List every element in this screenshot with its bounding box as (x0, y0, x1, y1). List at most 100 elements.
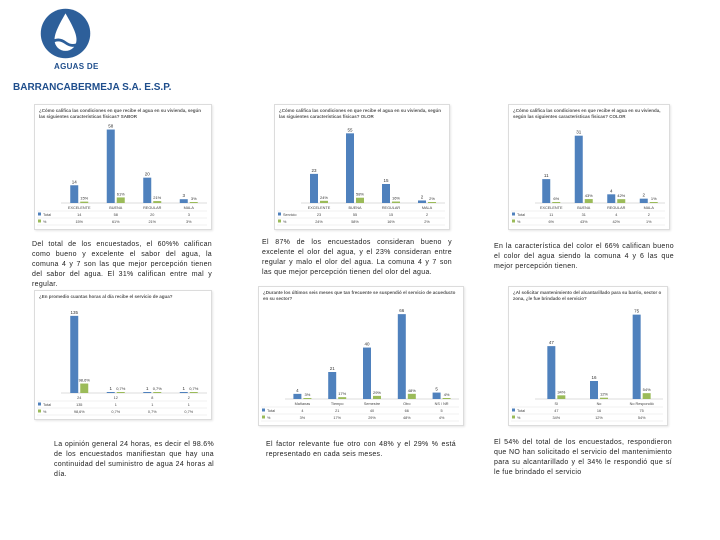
legend-swatch (262, 408, 265, 412)
legend-swatch (512, 212, 515, 216)
company-logo: AGUAS DE BARRANCABERMEJA S.A. E.S.P. (8, 6, 171, 96)
bar-chart: 4 3% Mañanas 4 3% 21 17% Tiempo 21 17% 40 29% Semest… (261, 308, 459, 422)
bar-total (590, 381, 598, 399)
tick-label: 12 (114, 396, 118, 400)
bar-percent (356, 197, 364, 203)
chart-panel-suspension: ¿Durante los últimos seis meses que tan … (258, 286, 464, 426)
legend-label: % (517, 220, 521, 224)
data-label: 3% (305, 392, 311, 397)
data-label: 29% (373, 390, 381, 395)
data-label: 4 (610, 188, 613, 193)
chart-title: ¿Durante los últimos seis meses que tan … (263, 290, 456, 301)
tick-label: Semestre (364, 402, 380, 406)
tick-label: 8 (151, 396, 153, 400)
tick-label: Mañanas (295, 402, 311, 406)
data-label: 47 (549, 340, 555, 345)
data-label: 16 (591, 375, 597, 380)
table-cell: 3% (300, 416, 306, 420)
bar-percent (303, 398, 312, 399)
caption-olor: El 87% de los encuestados consideran bue… (262, 239, 452, 276)
legend-swatch (278, 212, 281, 216)
legend-label: Total (43, 403, 51, 407)
table-cell: 135 (76, 403, 82, 407)
table-cell: 42% (612, 220, 620, 224)
bar-total (363, 347, 371, 399)
bar-total (106, 129, 115, 203)
data-label: 1% (651, 196, 657, 201)
data-label: 58% (356, 192, 364, 197)
tick-label: BUENA (577, 206, 591, 210)
table-cell: 47 (554, 409, 558, 413)
table-cell: 58% (351, 220, 359, 224)
caption-suspension: El factor relevante fue otro con 48% y e… (266, 441, 456, 458)
chart-panel-sabor: ¿Cómo califica las condiciones en que re… (34, 104, 212, 230)
data-label: 42% (617, 193, 625, 198)
data-label: 20 (145, 172, 151, 177)
bar-total (70, 185, 79, 203)
chart-panel-horas: ¿En promedio cuantas horas al día recibe… (34, 290, 212, 420)
chart-title: ¿En promedio cuantas horas al día recibe… (39, 294, 173, 299)
tick-label: 2 (188, 396, 190, 400)
table-cell: 21% (148, 220, 156, 224)
bar-total (382, 184, 390, 203)
data-label: 1 (146, 386, 149, 391)
bar-percent (153, 392, 162, 393)
data-label: 66 (399, 308, 405, 313)
data-label: 5 (435, 387, 438, 392)
data-label: 31 (576, 130, 582, 135)
data-label: 17% (338, 391, 346, 396)
bar-percent (584, 199, 593, 203)
table-cell: 29% (368, 416, 376, 420)
data-label: 21% (153, 195, 161, 200)
table-cell: 98,6% (74, 410, 85, 414)
data-label: 54% (643, 387, 651, 392)
chart-title: ¿Cómo califica las condiciones en que re… (279, 108, 442, 119)
caption-horas: La opinión general 24 horas, es decir el… (54, 441, 214, 478)
data-label: 0,7% (153, 386, 163, 391)
data-label: 3% (191, 196, 197, 201)
tick-label: SI (555, 402, 559, 406)
data-label: 58 (108, 124, 114, 129)
bar-total (542, 179, 551, 203)
bar-percent (557, 395, 566, 399)
data-label: 23 (311, 168, 317, 173)
data-label: 15 (383, 178, 389, 183)
table-cell: 20 (150, 213, 154, 217)
table-cell: 15 (389, 213, 393, 217)
tick-label: MALA (184, 206, 195, 210)
tick-label: Otro (403, 402, 410, 406)
bar-total (639, 198, 648, 203)
bar-chart: 116%EXCELENTE116%3143%BUENA3143%442%REGU… (511, 130, 665, 226)
data-label: 0,7% (189, 386, 199, 391)
table-cell: 34% (553, 416, 561, 420)
bar-percent (642, 393, 651, 399)
table-cell: 75 (640, 409, 644, 413)
legend-swatch (278, 219, 281, 223)
table-cell: 17% (333, 416, 341, 420)
tick-label: NS / NR (435, 402, 449, 406)
table-cell: 54% (638, 416, 646, 420)
chart-title: ¿Cómo califica las condiciones en que re… (513, 108, 661, 119)
bar-percent (320, 200, 328, 203)
data-label: 98,6% (79, 378, 91, 383)
data-label: 12% (600, 392, 608, 397)
table-cell: 61% (112, 220, 120, 224)
data-label: 4 (296, 388, 299, 393)
table-cell: 0,7% (111, 410, 120, 414)
legend-label: % (43, 220, 47, 224)
bar-total (574, 135, 583, 203)
data-label: 48% (408, 388, 416, 393)
bar-chart: 47 34% SI 47 34% 16 12% No 16 12% 75 54% No Respondi… (511, 309, 663, 422)
chart-panel-alcantarillado: ¿Al solicitar mantenimiento del alcantar… (508, 286, 668, 426)
water-drop-logo-icon (40, 8, 91, 59)
table-cell: 40 (370, 409, 374, 413)
tick-label: 24 (77, 396, 81, 400)
tick-label: No (597, 402, 602, 406)
data-label: 34% (557, 389, 565, 394)
bar-percent (80, 383, 89, 393)
data-label: 3 (182, 193, 185, 198)
bar-percent (189, 202, 198, 203)
legend-label: Total (43, 213, 51, 217)
table-cell: 16% (387, 220, 395, 224)
